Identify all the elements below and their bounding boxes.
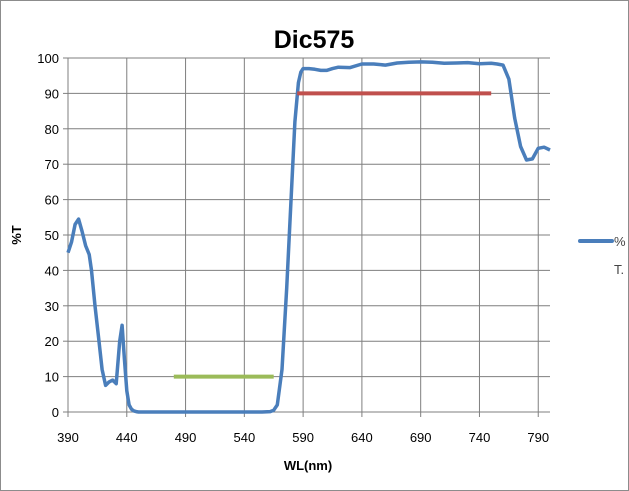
x-axis-label: WL(nm): [284, 458, 332, 473]
y-tick-label: 80: [45, 122, 59, 137]
y-tick-label: 100: [37, 51, 59, 66]
x-tick-label: 590: [292, 430, 314, 445]
x-tick-label: 640: [351, 430, 373, 445]
x-tick-label: 740: [469, 430, 491, 445]
legend[interactable]: % T.: [578, 234, 626, 277]
y-tick-labels: 0 10 20 30 40 50 60 70 80 90 100: [37, 51, 59, 420]
x-tick-label: 540: [233, 430, 255, 445]
y-tick-label: 30: [45, 299, 59, 314]
x-tick-label: 790: [527, 430, 549, 445]
x-tick-label: 440: [116, 430, 138, 445]
y-tick-label: 20: [45, 334, 59, 349]
x-tick-label: 490: [175, 430, 197, 445]
y-tick-label: 70: [45, 157, 59, 172]
x-tick-label: 390: [57, 430, 79, 445]
x-tick-label: 690: [410, 430, 432, 445]
y-tick-label: 0: [52, 405, 59, 420]
series-layer: [66, 60, 551, 414]
y-axis-label: %T: [9, 225, 24, 245]
grid-lines: [68, 57, 550, 412]
y-tick-label: 90: [45, 86, 59, 101]
chart-title: Dic575: [274, 26, 355, 54]
y-tick-label: 10: [45, 370, 59, 385]
legend-label: %: [614, 234, 626, 249]
y-tick-label: 50: [45, 228, 59, 243]
x-tick-labels: 390 440 490 540 590 640 690 740 790: [57, 430, 549, 445]
y-tick-label: 40: [45, 263, 59, 278]
y-tick-label: 60: [45, 193, 59, 208]
legend-label-cont: T.: [614, 262, 624, 277]
transmission-curve: [66, 60, 551, 414]
